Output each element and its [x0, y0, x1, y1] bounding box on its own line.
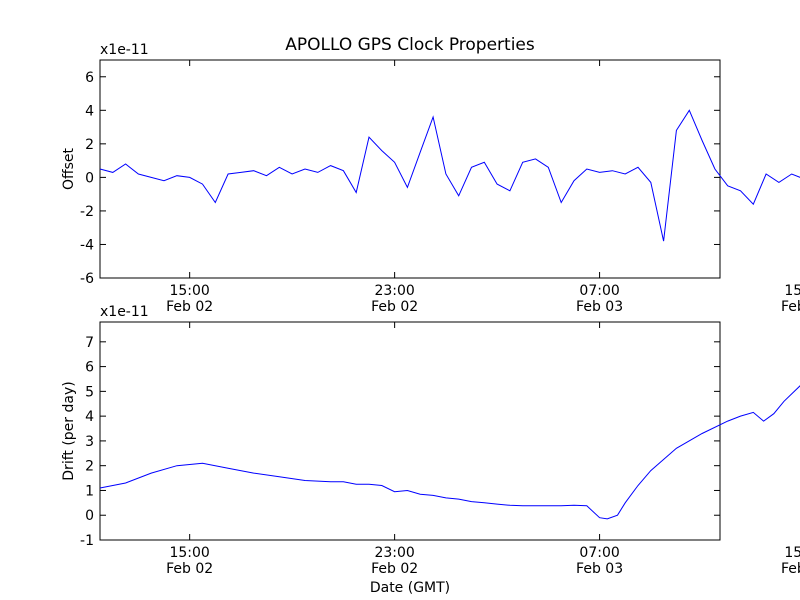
y-tick-label: 2: [85, 459, 94, 475]
offset-multiplier: x1e-11: [100, 42, 149, 58]
y-tick-label: 5: [85, 384, 94, 400]
offset-plot-frame: [99, 59, 721, 279]
y-tick-label: 1: [85, 483, 94, 499]
drift-y-ticks: -1 0 1 2 3 4 5 6 7: [80, 335, 720, 549]
offset-y-axis-label: Offset: [61, 147, 77, 190]
drift-multiplier: x1e-11: [100, 304, 149, 320]
x-tick-date-label: Feb 03: [576, 561, 623, 577]
drift-x-axis-label: Date (GMT): [370, 580, 450, 596]
y-tick-label: -1: [80, 533, 94, 549]
y-tick-label: 6: [85, 70, 94, 86]
y-tick-label: 3: [85, 434, 94, 450]
x-tick-time-label: 15:00: [784, 545, 800, 561]
offset-series-line: [99, 109, 800, 242]
drift-series-line: [99, 385, 800, 520]
y-tick-label: -4: [80, 237, 94, 253]
x-tick-time-label: 15:00: [169, 283, 209, 299]
x-tick-time-label: 23:00: [374, 545, 414, 561]
y-tick-label: 0: [85, 508, 94, 524]
x-tick-date-label: Feb 02: [166, 561, 213, 577]
x-tick-time-label: 15:00: [169, 545, 209, 561]
offset-y-ticks: -6 -4 -2 0 2 4 6: [80, 70, 720, 287]
y-tick-label: 7: [85, 335, 94, 351]
y-tick-label: 6: [85, 360, 94, 376]
x-tick-date-label: Feb 02: [371, 561, 418, 577]
y-tick-label: 4: [85, 103, 94, 119]
y-tick-label: -6: [80, 271, 94, 287]
y-tick-label: 0: [85, 170, 94, 186]
drift-y-axis-label: Drift (per day): [61, 381, 77, 480]
x-tick-time-label: 23:00: [374, 283, 414, 299]
x-tick-time-label: 07:00: [579, 545, 619, 561]
x-tick-date-label: Feb 03: [576, 299, 623, 315]
x-tick-time-label: 15:00: [784, 283, 800, 299]
x-tick-time-label: 07:00: [579, 283, 619, 299]
y-tick-label: 4: [85, 409, 94, 425]
x-tick-date-label: Feb 03: [781, 299, 800, 315]
drift-plot-frame: [99, 321, 721, 541]
x-tick-date-label: Feb 02: [371, 299, 418, 315]
chart-title: APOLLO GPS Clock Properties: [285, 35, 535, 55]
y-tick-label: -2: [80, 204, 94, 220]
x-tick-date-label: Feb 02: [166, 299, 213, 315]
y-tick-label: 2: [85, 137, 94, 153]
x-tick-date-label: Feb 03: [781, 561, 800, 577]
